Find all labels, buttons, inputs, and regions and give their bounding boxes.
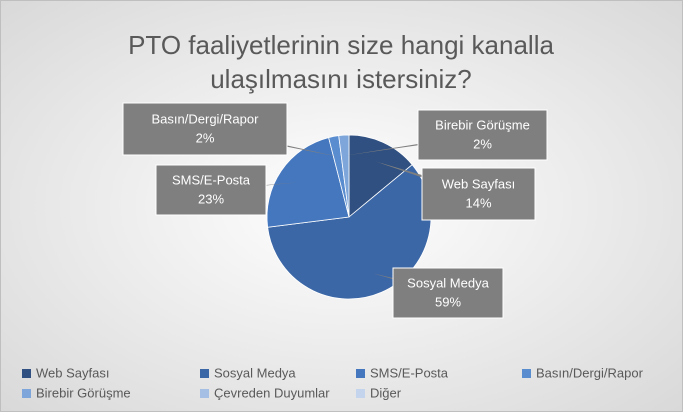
callout-category: SMS/E-Posta: [172, 172, 251, 187]
legend-swatch: [22, 369, 31, 378]
callout-category: Web Sayfası: [442, 176, 515, 191]
callout-pointer: [197, 129, 338, 157]
legend-swatch: [522, 369, 531, 378]
pie-slice: [338, 134, 350, 218]
pie-slice: [266, 137, 350, 228]
legend-label: SMS/E-Posta: [370, 365, 449, 380]
callout-category: Sosyal Medya: [407, 275, 489, 290]
data-label: 23%: [198, 191, 224, 206]
legend-swatch: [356, 389, 365, 398]
callout-box: [392, 267, 504, 319]
legend-label: Web Sayfası: [36, 365, 109, 380]
callout-category: Basın/Dergi/Rapor: [152, 111, 260, 126]
data-label: 14%: [465, 195, 491, 210]
legend-label: Çevreden Duyumlar: [214, 385, 330, 400]
legend-label: Birebir Görüşme: [36, 385, 131, 400]
legend-swatch: [200, 369, 209, 378]
callout-box: [122, 102, 288, 156]
callout-box: [155, 164, 267, 216]
legend-label: Basın/Dergi/Rapor: [536, 365, 644, 380]
legend-swatch: [200, 389, 209, 398]
callout-category: Birebir Görüşme: [435, 117, 530, 132]
callout-box: [417, 109, 548, 161]
legend-swatch: [356, 369, 365, 378]
data-label: 2%: [473, 136, 492, 151]
legend-label: Sosyal Medya: [214, 365, 296, 380]
data-label: 59%: [435, 294, 461, 309]
chart-title: PTO faaliyetlerinin size hangi kanalla u…: [128, 30, 554, 94]
pie-slice: [348, 134, 413, 218]
legend-swatch: [22, 389, 31, 398]
data-label: 2%: [196, 130, 215, 145]
legend-label: Diğer: [370, 385, 402, 400]
callout-box: [421, 167, 536, 221]
